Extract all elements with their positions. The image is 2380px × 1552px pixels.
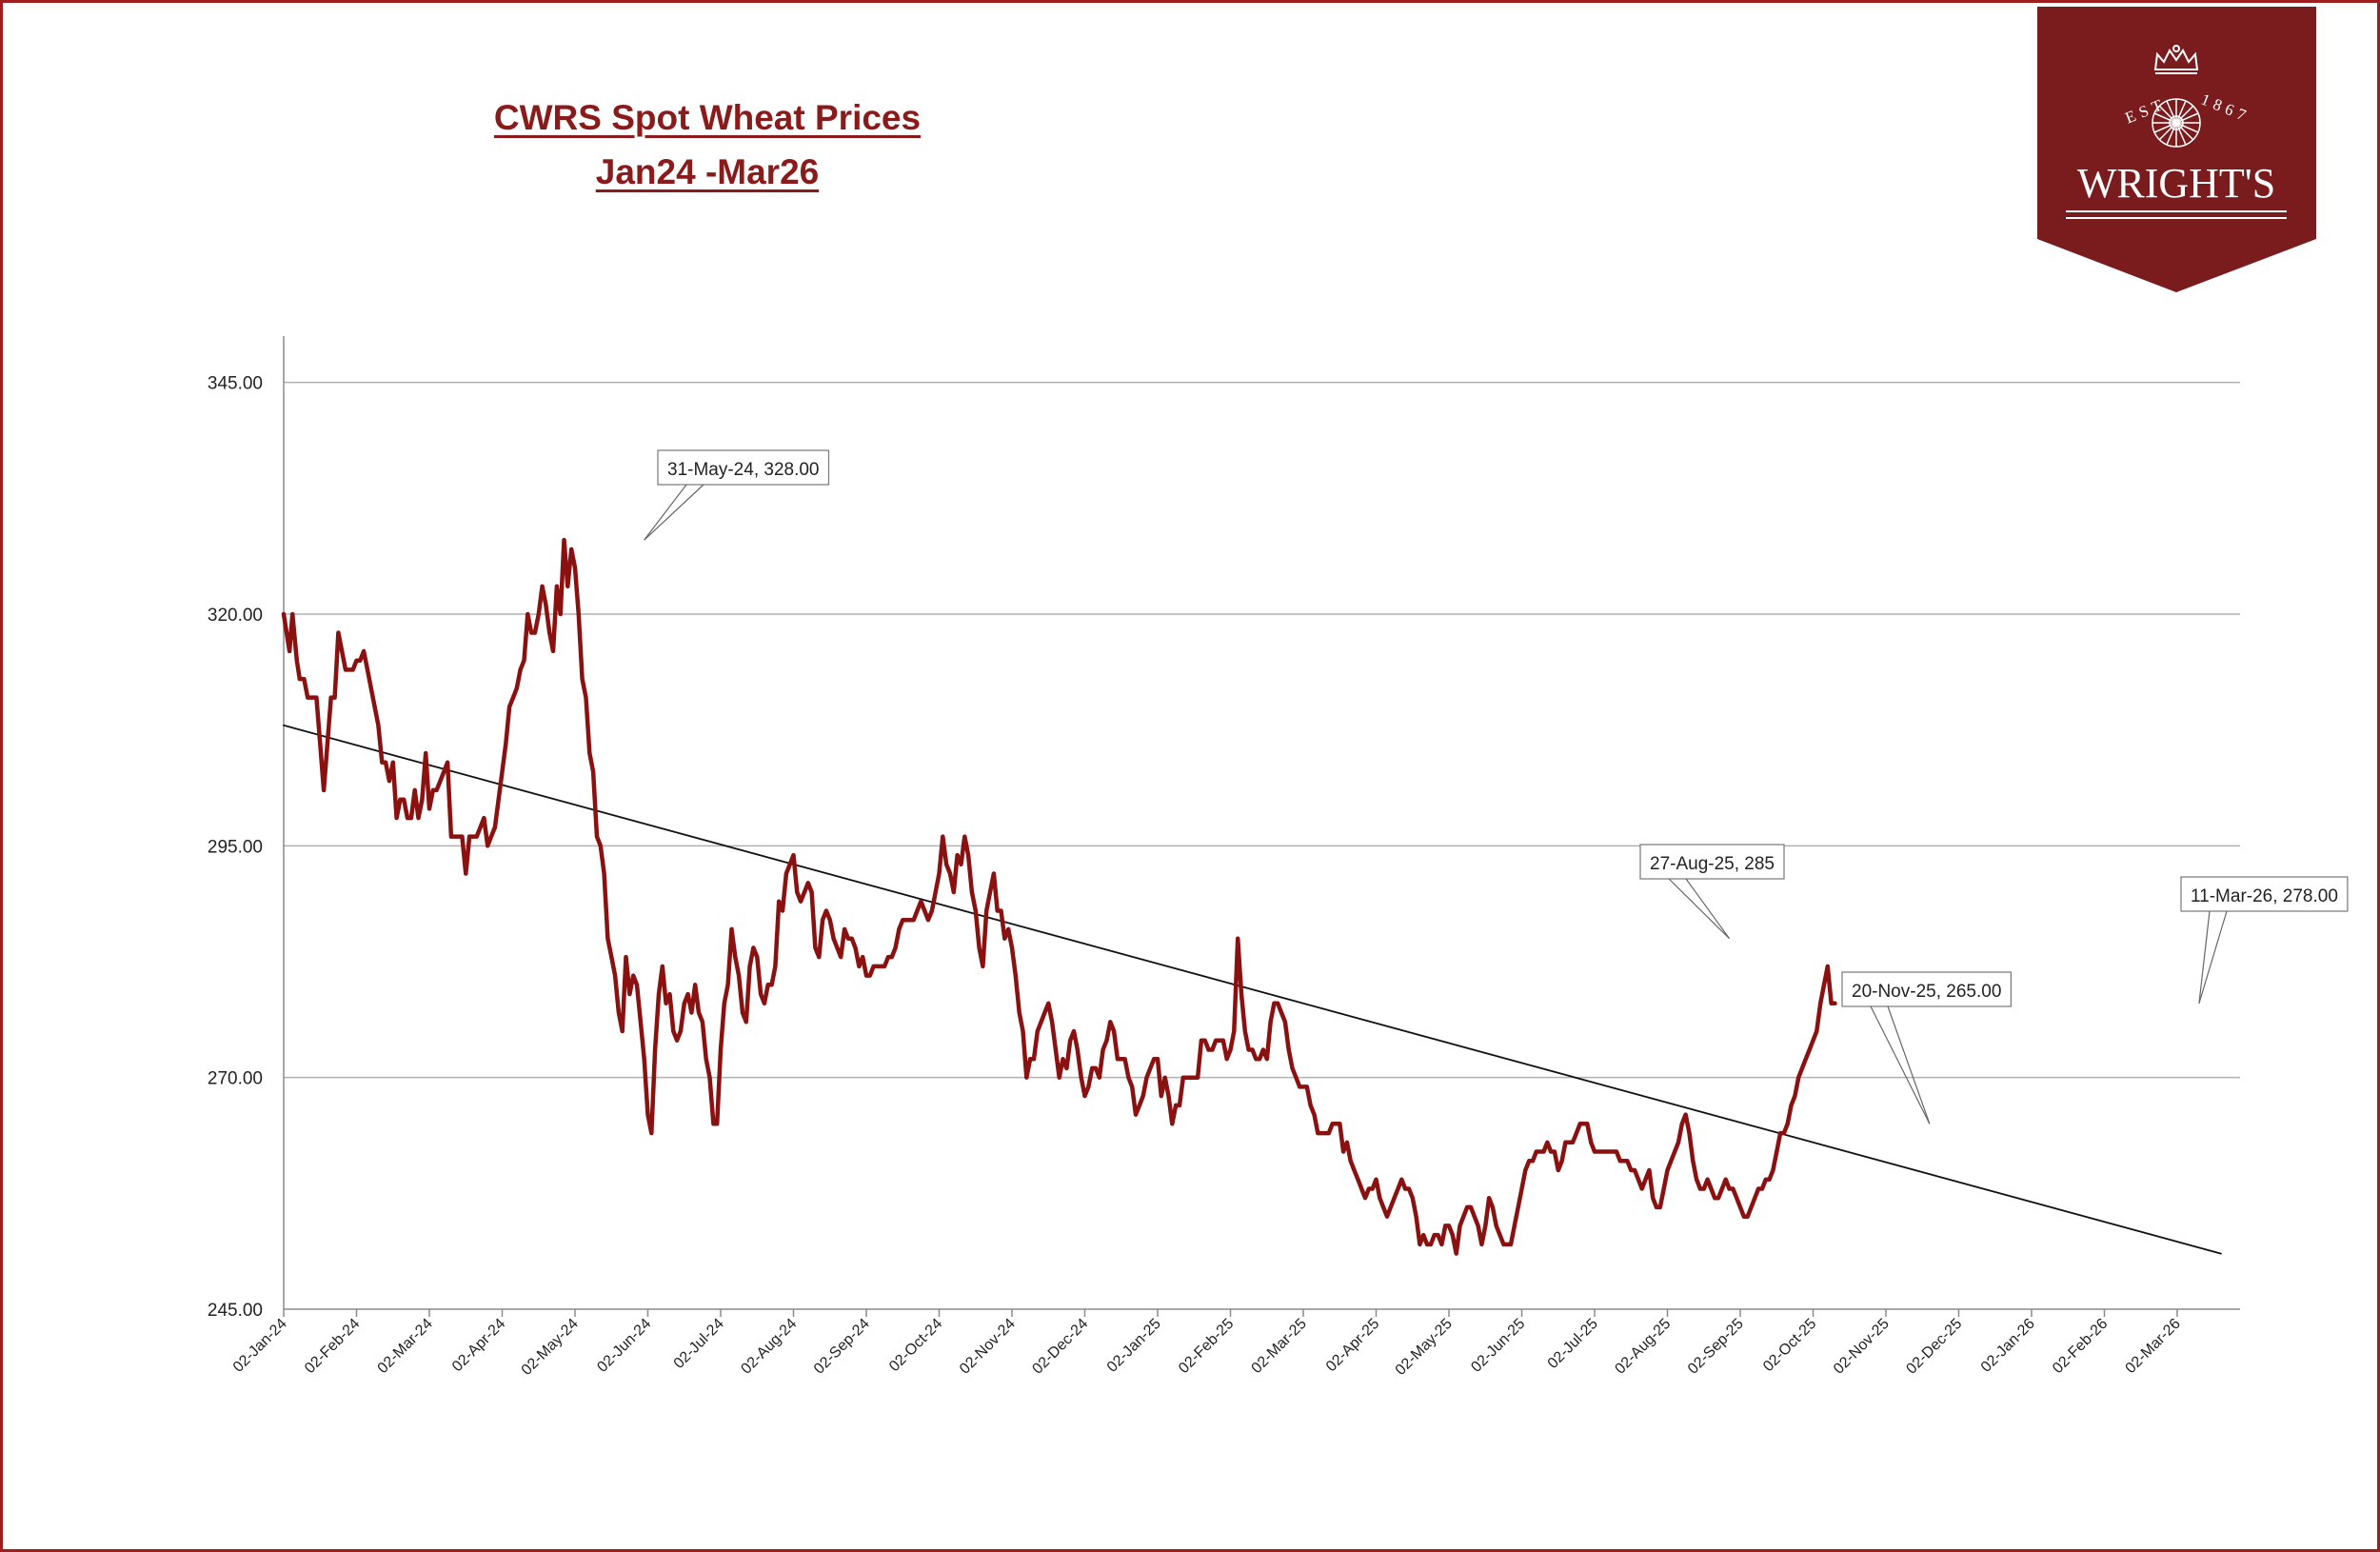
callout-leader xyxy=(1887,1005,1931,1124)
callout-box xyxy=(1639,844,1785,880)
callout-label: 31-May-24, 328.00 xyxy=(667,460,820,480)
callout-label: 27-Aug-25, 285 xyxy=(1650,854,1775,874)
data-callout: 20-Nov-25, 265.00 xyxy=(1841,971,2012,1124)
callout-box xyxy=(1841,971,2012,1007)
callout-label: 20-Nov-25, 265.00 xyxy=(1852,982,2001,1002)
x-tick-label: 02-Aug-25 xyxy=(1612,1316,1674,1378)
callout-label: 11-Mar-26, 278.00 xyxy=(2191,886,2338,906)
x-tick-label: 02-Mar-24 xyxy=(375,1316,436,1377)
y-tick-label: 345.00 xyxy=(208,374,263,394)
x-tick-label: 02-Feb-25 xyxy=(1176,1316,1237,1377)
chart-title-line-1: CWRS Spot Wheat Prices xyxy=(493,98,922,137)
logo-badge xyxy=(2037,7,2316,292)
y-tick-label: 270.00 xyxy=(208,1069,263,1089)
x-tick-label: 02-Jan-25 xyxy=(1104,1316,1164,1376)
x-tick-label: 02-Feb-26 xyxy=(2050,1316,2111,1377)
data-callout: 11-Mar-26, 278.00 xyxy=(2180,876,2349,1004)
callout-box xyxy=(2180,876,2349,912)
callout-leader xyxy=(644,484,704,541)
data-callout: 27-Aug-25, 285 xyxy=(1639,844,1785,940)
y-tick-label: 295.00 xyxy=(208,837,263,857)
chart-title: CWRS Spot Wheat Prices Jan24 -Mar26 xyxy=(3,90,1412,199)
wrights-logo: EST 1867 WRIGHT'S xyxy=(2037,7,2316,292)
logo-brand-name: WRIGHT'S xyxy=(2077,160,2275,207)
line-chart: 245.00 270.00 295.00 320.00 345.00 02-Jan-24… xyxy=(208,336,2349,1379)
x-tick-label: 02-Aug-24 xyxy=(738,1316,800,1378)
x-tick-label: 02-Nov-24 xyxy=(957,1316,1019,1378)
x-tick-label: 02-Dec-24 xyxy=(1029,1316,1091,1378)
data-callout: 31-May-24, 328.00 xyxy=(644,449,830,541)
callout-leader xyxy=(2198,910,2211,1004)
trend-line-layer xyxy=(283,724,2222,1255)
x-tick-label: 02-Mar-25 xyxy=(1249,1316,1310,1377)
x-tick-label: 02-May-25 xyxy=(1393,1316,1456,1379)
x-tick-label: 02-Feb-24 xyxy=(302,1316,363,1377)
callout-leader xyxy=(2198,910,2228,1004)
axes xyxy=(283,336,2240,1317)
x-tick-label: 02-Apr-24 xyxy=(449,1316,508,1375)
x-tick-label: 02-Dec-25 xyxy=(1903,1316,1965,1378)
x-tick-label: 02-Mar-26 xyxy=(2123,1316,2184,1377)
trend-line xyxy=(283,724,2222,1255)
callout-leader xyxy=(644,484,687,541)
callout-leader xyxy=(1685,878,1731,940)
x-tick-label: 02-Jul-24 xyxy=(671,1316,727,1372)
callout-leader xyxy=(1870,1005,1931,1124)
x-tick-label: 02-Oct-24 xyxy=(886,1316,945,1375)
crown-icon xyxy=(2153,45,2199,74)
x-tick-label: 02-Jun-24 xyxy=(594,1316,654,1376)
x-tick-label: 02-Apr-25 xyxy=(1323,1316,1382,1375)
y-axis-tick-labels: 245.00 270.00 295.00 320.00 345.00 xyxy=(208,374,263,1321)
x-tick-label: 02-Sep-25 xyxy=(1685,1316,1747,1378)
x-axis-tick-labels: 02-Jan-24 02-Feb-24 02-Mar-24 02-Apr-24 02-M… xyxy=(230,1316,2184,1379)
x-tick-label: 02-Sep-24 xyxy=(811,1316,873,1378)
x-tick-label: 02-Jul-25 xyxy=(1545,1316,1601,1372)
x-tick-label: 02-Oct-25 xyxy=(1760,1316,1819,1375)
x-tick-label: 02-Jun-25 xyxy=(1468,1316,1528,1376)
y-tick-label: 320.00 xyxy=(208,606,263,626)
y-tick-label: 245.00 xyxy=(208,1301,263,1321)
chart-title-line-2: Jan24 -Mar26 xyxy=(595,152,820,191)
x-tick-label: 02-May-24 xyxy=(519,1316,582,1379)
price-series-line xyxy=(281,537,1837,1256)
grid-lines xyxy=(284,381,2240,1079)
price-series-layer xyxy=(281,537,1837,1256)
x-tick-label: 02-Nov-25 xyxy=(1831,1316,1893,1378)
callout-box xyxy=(657,449,830,486)
annotations-layer: 31-May-24, 328.00 27-Aug-25, 285 20-Nov-25… xyxy=(644,449,2349,1124)
x-tick-label: 02-Jan-24 xyxy=(230,1316,290,1376)
wheel-emblem-icon xyxy=(2152,98,2201,148)
x-tick-label: 02-Jan-26 xyxy=(1978,1316,2038,1376)
callout-leader xyxy=(1668,878,1730,940)
